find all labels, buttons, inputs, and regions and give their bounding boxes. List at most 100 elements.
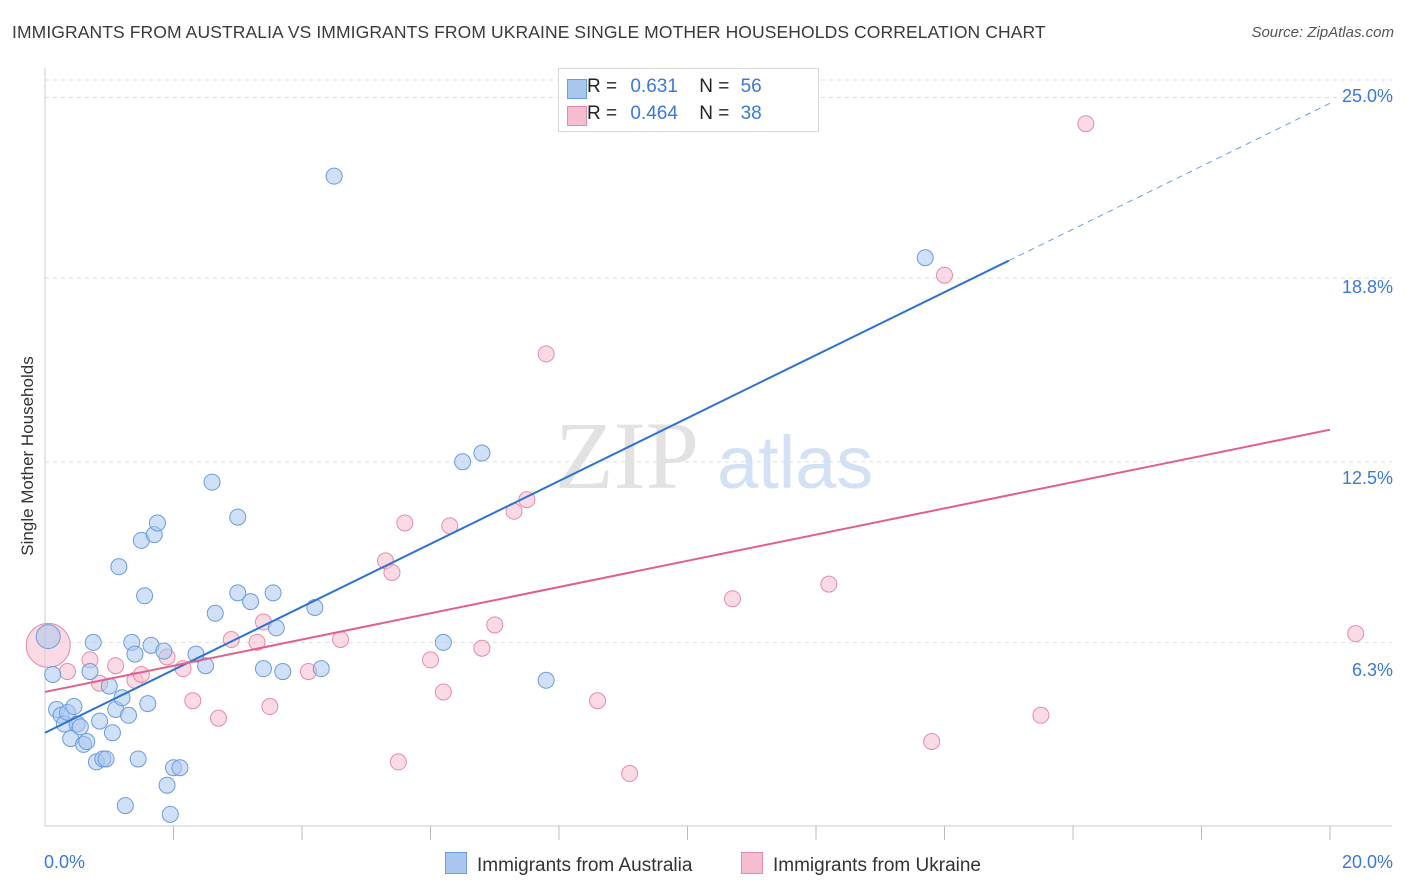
australia-point xyxy=(473,444,491,462)
ukraine-point xyxy=(1032,706,1050,724)
australia-point xyxy=(197,657,215,675)
australia-point xyxy=(264,584,282,602)
source-label: Source: ZipAtlas.com xyxy=(1251,24,1394,41)
bottom-legend-label-australia: Immigrants from Australia xyxy=(477,855,693,876)
legend-row-australia: R = 0.631 N = 56 xyxy=(567,76,762,100)
x-tick-label-max: 20.0% xyxy=(1341,852,1393,872)
ukraine-point xyxy=(383,563,401,581)
ukraine-point xyxy=(537,345,555,363)
australia-point xyxy=(97,750,115,768)
australia-point xyxy=(434,633,452,651)
australia-point xyxy=(274,663,292,681)
watermark: ZIP atlas xyxy=(555,402,873,509)
ukraine-point xyxy=(621,765,639,783)
australia-point xyxy=(155,642,173,660)
ukraine-point xyxy=(589,692,607,710)
ukraine-point xyxy=(1347,625,1365,643)
trend-lines xyxy=(44,102,1331,734)
australia-point xyxy=(537,671,555,689)
y-tick-label: 6.3% xyxy=(1351,660,1393,680)
legend-australia-r: 0.631 xyxy=(630,76,678,97)
australia-point xyxy=(312,660,330,678)
ukraine-point xyxy=(473,639,491,657)
ukraine-point xyxy=(248,633,266,651)
bottom-legend-swatch-australia xyxy=(445,852,467,874)
legend-australia-n: 56 xyxy=(740,76,762,97)
australia-point xyxy=(161,805,179,823)
australia-point xyxy=(916,249,934,267)
australia-point xyxy=(139,695,157,713)
australia-point xyxy=(306,598,324,616)
australia-trend-line xyxy=(44,259,1010,734)
ukraine-trend-line xyxy=(44,428,1331,693)
australia-point xyxy=(129,750,147,768)
australia-point xyxy=(158,776,176,794)
watermark-zip: ZIP xyxy=(555,402,699,509)
ukraine-point xyxy=(132,665,150,683)
ukraine-point xyxy=(184,692,202,710)
australia-point xyxy=(229,508,247,526)
ukraine-point xyxy=(923,732,941,750)
y-tick-label: 25.0% xyxy=(1341,86,1393,106)
australia-point xyxy=(81,663,99,681)
australia-point xyxy=(78,732,96,750)
x-tick-label-min: 0.0% xyxy=(44,852,86,872)
ukraine-point xyxy=(820,575,838,593)
australia-point xyxy=(229,584,247,602)
australia-point xyxy=(71,718,89,736)
ukraine-point xyxy=(422,651,439,669)
series-ukraine-points xyxy=(25,115,1365,783)
australia-point xyxy=(242,593,260,611)
bottom-legend-swatch-ukraine xyxy=(741,852,763,874)
chart-title: IMMIGRANTS FROM AUSTRALIA VS IMMIGRANTS … xyxy=(12,22,1046,42)
bottom-legend-australia: Immigrants from Australia xyxy=(445,852,692,876)
legend-r-label: R = xyxy=(587,76,618,97)
ukraine-point xyxy=(332,631,350,648)
legend-ukraine-r: 0.464 xyxy=(630,103,678,124)
australia-point xyxy=(110,558,128,576)
australia-point xyxy=(65,698,83,716)
axes xyxy=(44,68,1392,840)
legend-r-label: R = xyxy=(587,103,618,124)
y-axis-label: Single Mother Households xyxy=(18,356,37,556)
australia-point xyxy=(35,624,61,650)
ukraine-point xyxy=(486,616,504,634)
legend-swatch-ukraine xyxy=(567,106,587,126)
australia-point xyxy=(454,453,472,471)
legend-row-ukraine: R = 0.464 N = 38 xyxy=(567,103,762,127)
australia-point xyxy=(103,724,121,742)
ukraine-point xyxy=(107,657,125,675)
australia-point xyxy=(136,587,154,605)
australia-point xyxy=(203,473,221,491)
legend-n-label: N = xyxy=(699,103,730,124)
legend-swatch-australia xyxy=(567,79,587,99)
stats-legend: R = 0.631 N = 56 R = 0.464 N = 38 xyxy=(558,68,819,132)
australia-point xyxy=(84,633,102,651)
australia-point xyxy=(126,645,144,663)
ukraine-point xyxy=(936,266,953,284)
y-tick-label: 18.8% xyxy=(1341,277,1393,297)
australia-point xyxy=(171,759,189,777)
ukraine-point xyxy=(434,683,452,701)
australia-trend-extension xyxy=(1008,102,1331,262)
australia-point xyxy=(254,660,272,678)
watermark-atlas: atlas xyxy=(717,421,873,504)
australia-point xyxy=(148,514,166,532)
bottom-legend-label-ukraine: Immigrants from Ukraine xyxy=(773,855,981,876)
legend-n-label: N = xyxy=(699,76,730,97)
australia-point xyxy=(116,797,134,815)
series-australia-points xyxy=(35,167,934,823)
ukraine-point xyxy=(58,663,76,681)
australia-point xyxy=(325,167,343,185)
ukraine-point xyxy=(396,514,414,532)
bottom-legend-ukraine: Immigrants from Ukraine xyxy=(741,852,981,876)
legend-ukraine-n: 38 xyxy=(740,103,762,124)
grid-lines xyxy=(45,79,1392,643)
australia-point xyxy=(44,665,62,683)
ukraine-point xyxy=(723,590,741,608)
australia-point xyxy=(120,706,138,724)
australia-point xyxy=(91,712,109,730)
australia-point xyxy=(206,604,224,622)
ukraine-point xyxy=(209,709,227,727)
